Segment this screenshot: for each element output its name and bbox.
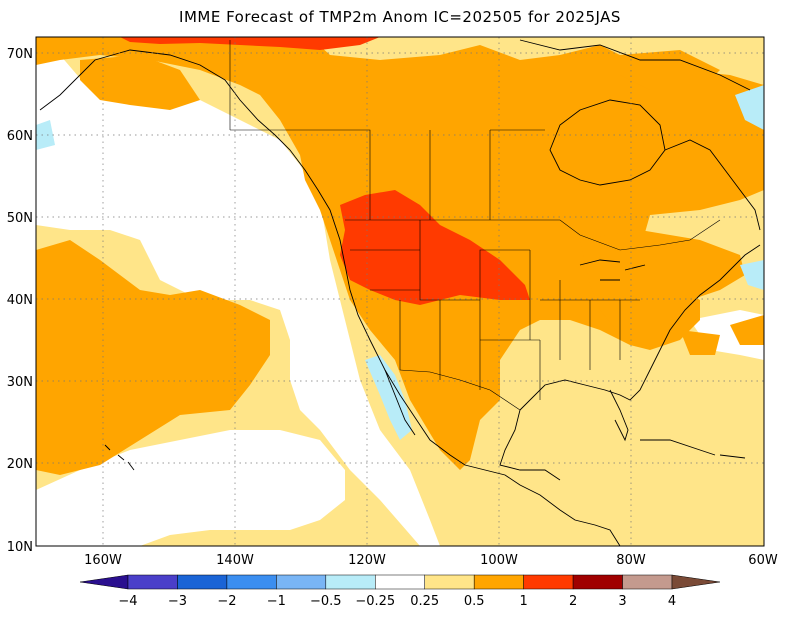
colorbar-segment xyxy=(226,574,277,590)
colorbar-segment xyxy=(523,574,574,590)
strong-arctic-band xyxy=(120,37,380,50)
coastline-gulf xyxy=(519,244,761,411)
colorbar-segment xyxy=(622,574,673,590)
colorbar-segment xyxy=(375,574,425,590)
coastlines xyxy=(39,39,761,546)
colorbar-segment xyxy=(473,574,524,590)
lon-label-140w: 140W xyxy=(216,553,254,568)
coastline-north-america xyxy=(39,49,621,546)
colorbar-label: −3 xyxy=(168,594,187,609)
island-hawaii xyxy=(104,444,135,471)
colorbar-segment xyxy=(325,574,376,590)
colorbar-arrow-right xyxy=(671,574,721,590)
cool-newfoundland xyxy=(740,260,764,290)
colorbar-segment xyxy=(177,574,228,590)
colorbar-label: −0.25 xyxy=(355,594,395,609)
anomaly-field xyxy=(36,37,764,546)
island-hispaniola xyxy=(719,454,746,459)
colorbar-label: 0.5 xyxy=(464,594,485,609)
lon-label-100w: 100W xyxy=(480,553,518,568)
island-cuba xyxy=(640,439,716,456)
colorbar-segment xyxy=(572,574,623,590)
map-frame xyxy=(35,36,765,547)
lat-label-70n: 70N xyxy=(7,47,33,62)
great-lakes xyxy=(579,259,646,281)
colorbar-label: 0.25 xyxy=(410,594,439,609)
colorbar-label: 4 xyxy=(668,594,676,609)
lat-label-40n: 40N xyxy=(7,293,33,308)
warm-alaska-patch xyxy=(80,55,200,110)
lon-label-120w: 120W xyxy=(348,553,386,568)
lat-label-20n: 20N xyxy=(7,457,33,472)
coastline-arctic-islands xyxy=(519,39,751,91)
border-us-mexico xyxy=(399,369,521,411)
lat-label-60n: 60N xyxy=(7,129,33,144)
lon-label-160w: 160W xyxy=(84,553,122,568)
political-borders xyxy=(229,40,721,411)
colorbar-segment xyxy=(424,574,475,590)
lon-label-80w: 80W xyxy=(616,553,646,568)
strong-northwest-us xyxy=(340,190,530,305)
colorbar-label: −1 xyxy=(267,594,286,609)
colorbar-label: 3 xyxy=(618,594,626,609)
coastline-florida xyxy=(609,389,629,442)
warm-gulf-patch xyxy=(680,330,720,355)
cool-california-coast xyxy=(365,355,412,440)
coastline-labrador xyxy=(664,139,761,231)
lat-label-30n: 30N xyxy=(7,375,33,390)
map-title: IMME Forecast of TMP2m Anom IC=202505 fo… xyxy=(179,8,621,26)
near-normal-pacific xyxy=(36,55,440,546)
graticule xyxy=(36,37,764,546)
colorbar-label: −0.5 xyxy=(310,594,342,609)
warm-pacific-subtropics xyxy=(36,240,270,475)
colorbar-label: 1 xyxy=(519,594,527,609)
warm-east-coast xyxy=(580,230,745,335)
colorbar-label: −4 xyxy=(118,594,137,609)
colorbar-segment xyxy=(276,574,327,590)
lat-label-10n: 10N xyxy=(7,540,33,555)
border-us-canada xyxy=(345,219,721,251)
cool-labrador-coast xyxy=(735,85,764,130)
colorbar-segment xyxy=(127,574,178,590)
border-canada-provinces xyxy=(230,129,545,220)
colorbar: −4 −3 −2 −1 −0.5 −0.25 0.25 0.5 1 2 3 4 xyxy=(79,574,721,609)
colorbar-label: −2 xyxy=(217,594,236,609)
coastline-baja xyxy=(384,369,416,436)
warm-atlantic-patch xyxy=(730,315,764,345)
lat-label-50n: 50N xyxy=(7,211,33,226)
near-normal-central-pacific xyxy=(36,430,345,546)
coastline-mexico-gulf xyxy=(499,409,561,481)
border-us-states xyxy=(350,220,640,400)
cool-west-coast-ak xyxy=(36,120,55,150)
colorbar-arrow-left xyxy=(79,574,129,590)
colorbar-label: 2 xyxy=(569,594,577,609)
lon-label-60w: 60W xyxy=(748,553,778,568)
